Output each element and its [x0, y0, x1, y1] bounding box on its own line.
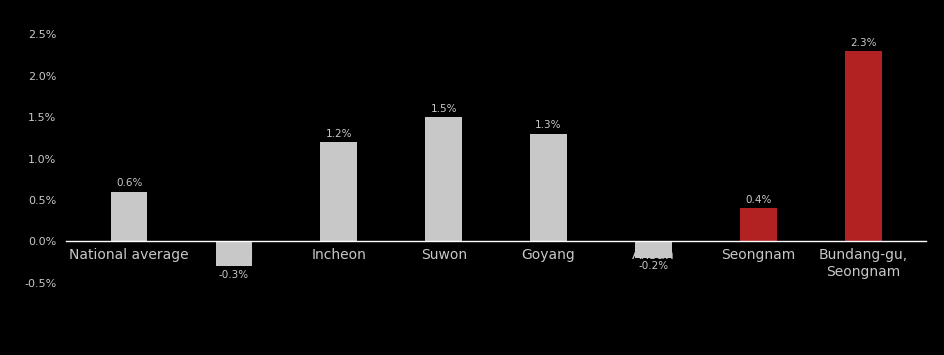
Text: 1.2%: 1.2%	[326, 129, 352, 139]
Text: 0.6%: 0.6%	[116, 178, 143, 189]
Bar	[425, 117, 462, 241]
Bar	[634, 241, 671, 258]
Bar	[110, 192, 147, 241]
Text: 2.3%: 2.3%	[849, 38, 875, 48]
Text: 1.3%: 1.3%	[534, 120, 562, 130]
Bar	[739, 208, 776, 241]
Bar	[320, 142, 357, 241]
Text: -0.2%: -0.2%	[638, 261, 667, 271]
Bar	[530, 134, 566, 241]
Text: 0.4%: 0.4%	[744, 195, 770, 205]
Bar	[215, 241, 252, 266]
Text: -0.3%: -0.3%	[219, 269, 249, 280]
Text: 1.5%: 1.5%	[430, 104, 457, 114]
Bar	[844, 51, 881, 241]
